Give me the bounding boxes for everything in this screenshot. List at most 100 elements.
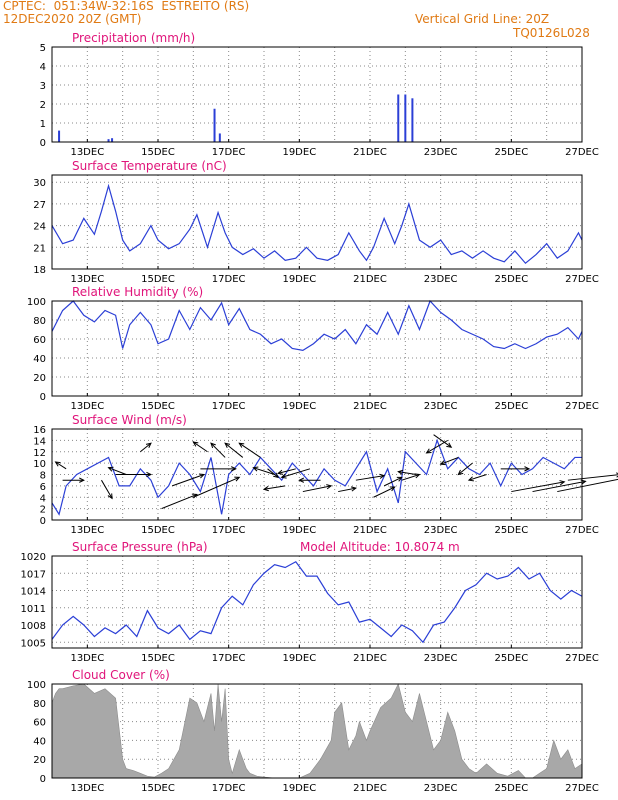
x-tick-label: 15DEC (141, 653, 175, 664)
x-tick-label: 19DEC (282, 653, 316, 664)
series-line (51, 183, 583, 265)
wind-arrow (278, 468, 296, 474)
y-tick-label: 8 (40, 471, 46, 482)
station-header: CPTEC: 051:34W-32:16S ESTREITO (RS) (3, 0, 250, 13)
x-tick-label: 25DEC (494, 401, 528, 412)
x-tick-label: 23DEC (424, 401, 458, 412)
panel-2: 18 21 24 27 30 13DEC 15DEC 17DEC 19DEC 21DEC 23DEC… (33, 159, 599, 285)
wind-arrow-head (389, 486, 396, 492)
y-tick-label: 20 (33, 755, 46, 766)
y-tick-label: 5 (40, 43, 46, 54)
precip-bar (218, 133, 221, 142)
wind-arrow (440, 456, 459, 465)
wind-arrow (401, 474, 420, 481)
precip-bar (111, 138, 114, 142)
wind-arrow (140, 442, 152, 453)
wind-arrow (338, 487, 356, 493)
y-tick-label: 30 (33, 178, 46, 189)
x-tick-label: 25DEC (494, 525, 528, 536)
y-tick-label: 40 (33, 736, 46, 747)
wind-arrow-head (425, 448, 432, 454)
y-tick-label: 14 (33, 436, 46, 447)
x-tick-label: 27DEC (565, 783, 599, 794)
x-tick-label: 25DEC (494, 783, 528, 794)
wind-arrow (383, 476, 403, 487)
wind-arrow-head (524, 466, 531, 472)
x-tick-label: 21DEC (353, 147, 387, 158)
wind-arrow-head (238, 442, 245, 448)
panel-title: Surface Pressure (hPa) (72, 540, 208, 554)
panel-frame (51, 428, 583, 521)
wind-arrow (398, 471, 417, 475)
wind-arrow-head (379, 473, 386, 479)
x-tick-label: 17DEC (212, 525, 246, 536)
y-tick-label: 100 (27, 680, 46, 691)
wind-arrow (267, 468, 279, 478)
x-tick-label: 19DEC (282, 147, 316, 158)
wind-arrow-head (396, 476, 403, 482)
panel-title: Precipitation (mm/h) (72, 31, 195, 45)
panel-frame (51, 555, 583, 649)
x-tick-label: 17DEC (212, 147, 246, 158)
wind-arrow-head (467, 476, 474, 482)
x-tick-label: 17DEC (212, 401, 246, 412)
y-tick-label: 80 (33, 316, 46, 327)
y-tick-label: 80 (33, 699, 46, 710)
wind-arrow (511, 481, 565, 493)
wind-arrow-head (277, 469, 284, 475)
y-tick-label: 3 (40, 81, 46, 92)
y-tick-label: 60 (33, 335, 46, 346)
wind-arrow-head (262, 486, 269, 492)
wind-arrow (426, 439, 448, 454)
panel-frame (51, 683, 583, 779)
x-tick-label: 19DEC (282, 783, 316, 794)
x-tick-label: 13DEC (70, 401, 104, 412)
wind-arrow-head (224, 442, 231, 448)
wind-arrow-head (326, 484, 333, 490)
x-tick-label: 27DEC (565, 274, 599, 285)
y-tick-label: 20 (33, 373, 46, 384)
x-tick-label: 19DEC (282, 525, 316, 536)
x-tick-label: 21DEC (353, 525, 387, 536)
x-tick-label: 23DEC (424, 653, 458, 664)
x-tick-label: 27DEC (565, 147, 599, 158)
wind-arrow-head (252, 466, 259, 472)
x-tick-label: 17DEC (212, 783, 246, 794)
wind-arrow (458, 462, 473, 475)
y-tick-label: 1008 (21, 621, 46, 632)
panel-frame (51, 46, 583, 143)
y-tick-label: 1005 (21, 638, 46, 649)
wind-arrow-head (446, 442, 453, 448)
panel-title: Cloud Cover (%) (72, 668, 170, 682)
wind-arrow-head (350, 486, 357, 492)
grid-line-note: Vertical Grid Line: 20Z (415, 12, 550, 26)
y-tick-label: 0 (40, 516, 46, 527)
wind-arrow (557, 478, 618, 493)
wind-arrow (224, 442, 244, 458)
wind-arrow-head (145, 442, 152, 448)
model-altitude-label: Model Altitude: 10.8074 m (300, 540, 460, 554)
x-tick-label: 19DEC (282, 401, 316, 412)
wind-arrow (433, 434, 452, 448)
y-tick-label: 1020 (21, 552, 46, 563)
wind-arrow (193, 441, 208, 453)
y-tick-label: 60 (33, 718, 46, 729)
wind-arrow-head (198, 473, 206, 479)
date-header: 12DEC2020 20Z (GMT) (3, 12, 142, 26)
x-tick-label: 17DEC (212, 274, 246, 285)
x-tick-label: 13DEC (70, 274, 104, 285)
x-tick-label: 13DEC (70, 783, 104, 794)
panel-5: 1005 1008 1011 1014 1017 1020 13DEC 15DEC 17DEC 1… (21, 540, 599, 664)
wind-arrow (108, 467, 127, 475)
wind-arrow (55, 461, 67, 470)
panel-frame (51, 174, 583, 270)
y-tick-label: 4 (40, 62, 46, 73)
x-tick-label: 23DEC (424, 783, 458, 794)
y-tick-label: 100 (27, 297, 46, 308)
x-tick-label: 15DEC (141, 274, 175, 285)
wind-arrow (161, 493, 198, 510)
y-tick-label: 2 (40, 505, 46, 516)
x-tick-label: 25DEC (494, 274, 528, 285)
wind-arrow (281, 468, 311, 478)
